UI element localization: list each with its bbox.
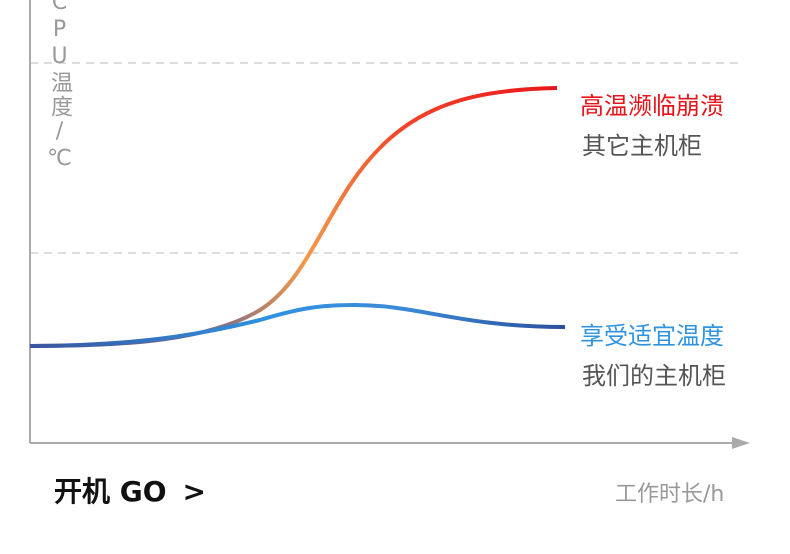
- axis-arrow: [732, 437, 750, 449]
- y-axis-label: CPU温度/℃: [47, 0, 72, 173]
- x-axis-label: 工作时长/h: [615, 482, 725, 507]
- hot-label: 高温濒临崩溃: [580, 92, 724, 120]
- hot-curve: [29, 86, 558, 348]
- start-text: 开机 GO: [54, 475, 167, 508]
- start-arrow: >: [182, 475, 207, 508]
- cool-curve: [29, 302, 566, 348]
- hot-sub: 其它主机柜: [582, 132, 702, 160]
- start-button[interactable]: 开机 GO >: [54, 470, 206, 510]
- cool-label: 享受适宜温度: [580, 322, 724, 350]
- cool-sub: 我们的主机柜: [582, 362, 726, 390]
